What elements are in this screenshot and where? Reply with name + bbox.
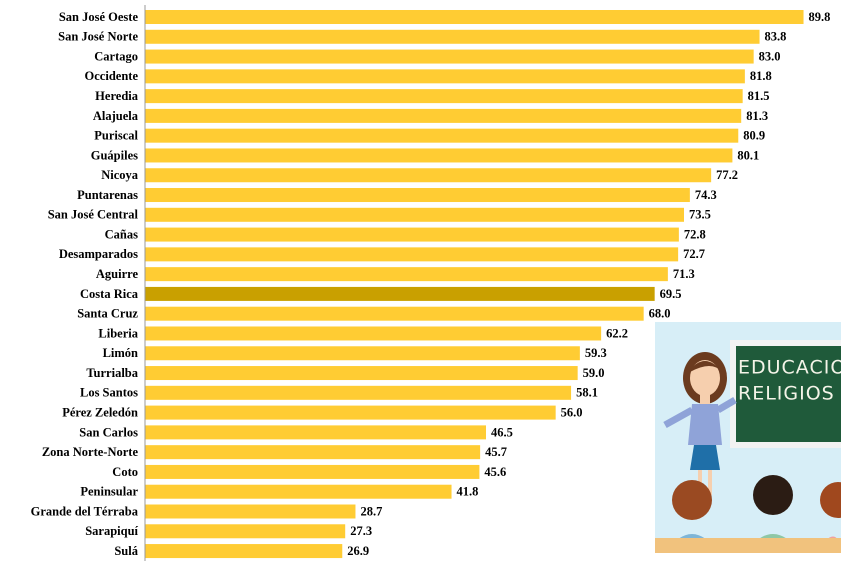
value-label: 77.2 bbox=[716, 168, 738, 182]
value-label: 73.5 bbox=[689, 208, 711, 222]
category-label: Cartago bbox=[94, 49, 138, 63]
bar bbox=[145, 10, 804, 24]
value-label: 72.7 bbox=[683, 247, 705, 261]
bar bbox=[145, 406, 556, 420]
category-label: Liberia bbox=[98, 326, 138, 340]
value-label: 80.1 bbox=[737, 148, 759, 162]
bar bbox=[145, 129, 738, 143]
value-label: 71.3 bbox=[673, 267, 695, 281]
value-label: 59.0 bbox=[583, 366, 605, 380]
value-label: 69.5 bbox=[660, 287, 682, 301]
category-label: Desamparados bbox=[59, 247, 138, 261]
category-label: Los Santos bbox=[80, 386, 138, 400]
category-label: Coto bbox=[112, 465, 138, 479]
category-label: Grande del Térraba bbox=[31, 504, 139, 518]
category-label: Peninsular bbox=[80, 485, 138, 499]
value-label: 58.1 bbox=[576, 386, 598, 400]
bar bbox=[145, 267, 668, 281]
category-label: Aguirre bbox=[96, 267, 139, 281]
bar bbox=[145, 386, 571, 400]
bar bbox=[145, 228, 679, 242]
value-label: 81.3 bbox=[746, 109, 768, 123]
category-label: San José Norte bbox=[58, 30, 138, 44]
value-label: 81.8 bbox=[750, 69, 772, 83]
board-text: RELIGIOS bbox=[738, 383, 835, 405]
category-label: Sulá bbox=[114, 544, 138, 558]
bar bbox=[145, 247, 678, 261]
category-label: Heredia bbox=[95, 89, 139, 103]
bar bbox=[145, 544, 342, 558]
bar bbox=[145, 148, 732, 162]
value-label: 45.7 bbox=[485, 445, 507, 459]
board-text: EDUCACIO bbox=[738, 357, 841, 379]
category-label: Nicoya bbox=[101, 168, 139, 182]
category-label: Pérez Zeledón bbox=[62, 405, 138, 419]
category-label: Guápiles bbox=[91, 148, 138, 162]
category-label: San Carlos bbox=[79, 425, 138, 439]
category-label: Cañas bbox=[105, 227, 138, 241]
category-label: Limón bbox=[103, 346, 138, 360]
bar bbox=[145, 208, 684, 222]
value-label: 83.8 bbox=[765, 30, 787, 44]
value-label: 89.8 bbox=[809, 10, 831, 24]
category-label: Puriscal bbox=[94, 129, 138, 143]
bar bbox=[145, 30, 760, 44]
bar bbox=[145, 188, 690, 202]
bar bbox=[145, 50, 754, 64]
bar bbox=[145, 425, 486, 439]
bar bbox=[145, 346, 580, 360]
category-label: San José Oeste bbox=[59, 10, 139, 24]
bar bbox=[145, 307, 644, 321]
value-label: 26.9 bbox=[347, 544, 369, 558]
category-label: Santa Cruz bbox=[77, 307, 138, 321]
value-label: 68.0 bbox=[649, 307, 671, 321]
bar bbox=[145, 168, 711, 182]
value-label: 28.7 bbox=[360, 504, 382, 518]
bar bbox=[145, 366, 578, 380]
bar bbox=[145, 445, 480, 459]
illustration: EDUCACIO RELIGIOS bbox=[655, 322, 841, 553]
category-label: San José Central bbox=[48, 208, 139, 222]
bar bbox=[145, 69, 745, 83]
value-label: 72.8 bbox=[684, 227, 706, 241]
category-label: Costa Rica bbox=[80, 287, 139, 301]
bar bbox=[145, 89, 743, 103]
bar bbox=[145, 524, 345, 538]
value-label: 80.9 bbox=[743, 129, 765, 143]
category-label: Turrialba bbox=[86, 366, 138, 380]
category-label: Occidente bbox=[85, 69, 139, 83]
chart: San José Oeste 89.8 San José Norte 83.8 Cart… bbox=[0, 0, 841, 563]
value-label: 83.0 bbox=[759, 49, 781, 63]
category-label: Zona Norte-Norte bbox=[42, 445, 139, 459]
category-label: Alajuela bbox=[93, 109, 139, 123]
bar bbox=[145, 326, 601, 340]
bar bbox=[145, 485, 452, 499]
bar bbox=[145, 465, 479, 479]
value-label: 62.2 bbox=[606, 326, 628, 340]
value-label: 74.3 bbox=[695, 188, 717, 202]
value-label: 27.3 bbox=[350, 524, 372, 538]
value-label: 45.6 bbox=[484, 465, 506, 479]
bar bbox=[145, 505, 355, 519]
bar bbox=[145, 109, 741, 123]
bar bbox=[145, 287, 655, 301]
value-label: 41.8 bbox=[457, 485, 479, 499]
value-label: 56.0 bbox=[561, 405, 583, 419]
value-label: 59.3 bbox=[585, 346, 607, 360]
value-label: 81.5 bbox=[748, 89, 770, 103]
category-label: Puntarenas bbox=[77, 188, 138, 202]
value-label: 46.5 bbox=[491, 425, 513, 439]
category-label: Sarapiquí bbox=[85, 524, 138, 538]
